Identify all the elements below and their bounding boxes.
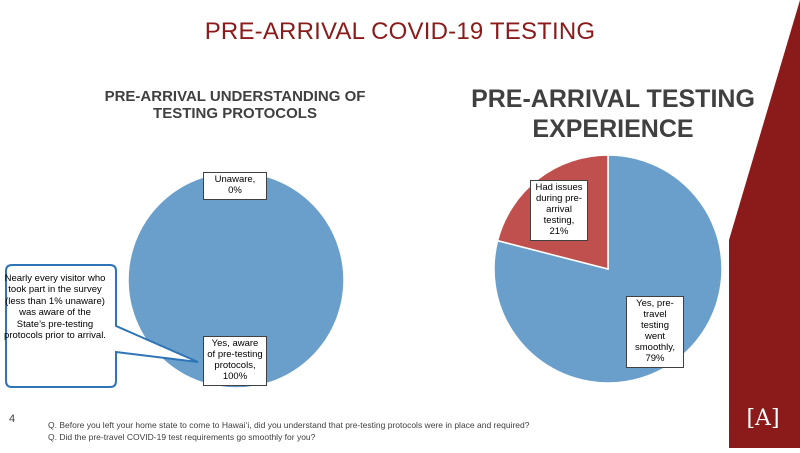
brand-sidebar	[729, 0, 800, 448]
slide-title: PRE-ARRIVAL COVID-19 TESTING	[204, 18, 596, 45]
slice-label-had-issues: Had issues during pre-arrival testing, 2…	[530, 180, 588, 241]
slice-label-went-smoothly: Yes, pre-travel testing went smoothly, 7…	[626, 296, 684, 368]
company-logo: [A]	[746, 406, 780, 431]
footnote-question-1: Q. Before you left your home state to co…	[48, 420, 530, 430]
left-chart-title: PRE-ARRIVAL UNDERSTANDING OF TESTING PRO…	[104, 88, 366, 123]
left-pie-chart	[127, 171, 345, 389]
footnote-question-2: Q. Did the pre-travel COVID-19 test requ…	[48, 432, 316, 442]
right-pie-chart	[493, 154, 723, 384]
page-number: 4	[9, 413, 16, 425]
slice-label-unaware: Unaware, 0%	[203, 172, 267, 200]
callout-text: Nearly every visitor who took part in th…	[4, 273, 106, 341]
slice-label-aware: Yes, aware of pre-testing protocols, 100…	[203, 336, 267, 386]
right-chart-title: PRE-ARRIVAL TESTING EXPERIENCE	[471, 85, 755, 143]
callout-bubble	[5, 264, 199, 388]
